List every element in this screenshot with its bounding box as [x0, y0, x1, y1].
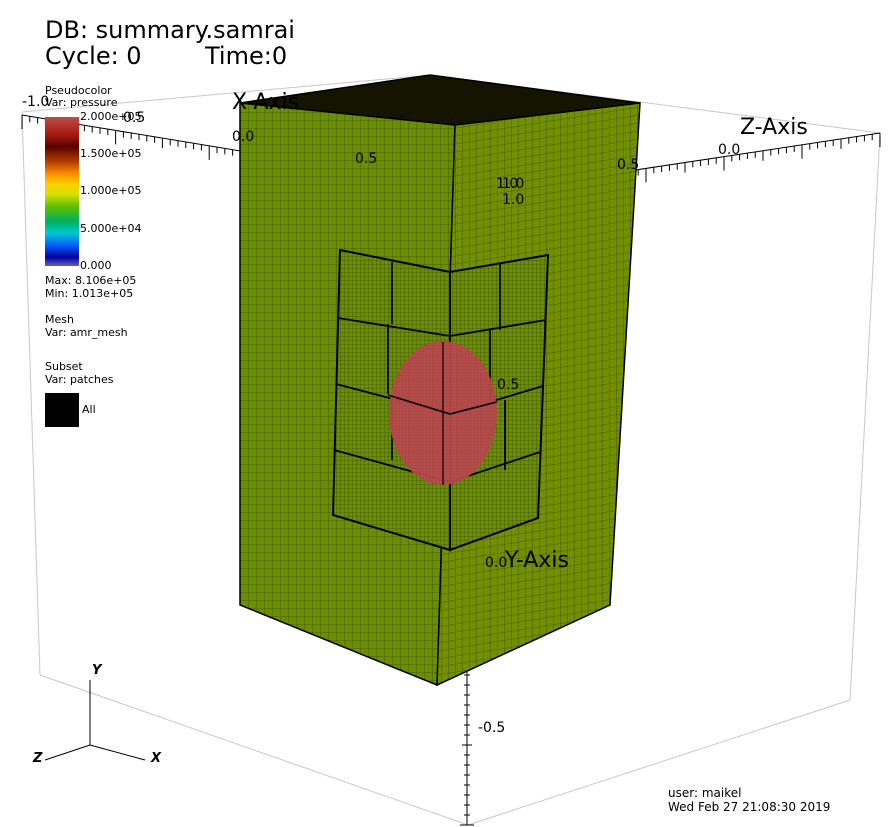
legend-min: Min: 1.013e+05 — [45, 287, 134, 300]
triad-z-label: Z — [33, 751, 43, 766]
y-axis-label: Y-Axis — [505, 548, 569, 573]
cycle-label: Cycle: 0 — [45, 42, 142, 70]
x-tick-label: 1.0 — [496, 176, 519, 192]
axis-triad — [44, 680, 146, 761]
y-tick-label: 0.5 — [497, 377, 520, 393]
y-tick-label: 1.0 — [502, 192, 525, 208]
triad-x-label: X — [151, 751, 162, 766]
legend-tick: 2.000e+05 — [80, 110, 142, 123]
x-tick-label: 0.5 — [355, 151, 378, 167]
legend-subset-title: Subset — [45, 360, 83, 373]
amr-cutaway — [331, 248, 550, 552]
y-tick-label: -0.5 — [478, 720, 506, 736]
legend-pseudocolor-title: Pseudocolor — [45, 84, 112, 97]
z-tick-label: 0.0 — [718, 142, 741, 158]
corner-tick-label: -1.0 — [22, 94, 50, 110]
x-axis-label: X-Axis — [232, 90, 300, 115]
legend-tick: 1.500e+05 — [80, 147, 142, 160]
legend-tick: 0.000 — [80, 259, 112, 272]
user-label: user: maikel — [668, 786, 742, 800]
legend-pseudocolor-var: Var: pressure — [45, 96, 118, 109]
legend-mesh-var: Var: amr_mesh — [45, 326, 128, 339]
legend-max: Max: 8.106e+05 — [45, 274, 137, 287]
time-label: Time:0 — [205, 42, 288, 70]
triad-y-label: Y — [92, 663, 102, 678]
legend-tick: 5.000e+04 — [80, 222, 142, 235]
subset-swatch — [45, 393, 79, 427]
timestamp-label: Wed Feb 27 21:08:30 2019 — [668, 800, 831, 814]
pseudocolor-colorbar — [45, 117, 79, 266]
x-tick-label: 0.0 — [232, 129, 255, 145]
legend-subset-var: Var: patches — [45, 373, 114, 386]
legend-mesh-title: Mesh — [45, 313, 74, 326]
x-tick-label-near: 0.5 — [123, 110, 146, 126]
z-axis-label: Z-Axis — [740, 115, 808, 140]
y-tick-label: 0.0 — [485, 555, 508, 571]
z-tick-label: 1.0 — [502, 176, 525, 192]
z-tick-label: 0.5 — [617, 157, 640, 173]
legend-subset-item: All — [82, 403, 96, 416]
db-title: DB: summary.samrai — [45, 16, 295, 44]
legend-tick: 1.000e+05 — [80, 184, 142, 197]
